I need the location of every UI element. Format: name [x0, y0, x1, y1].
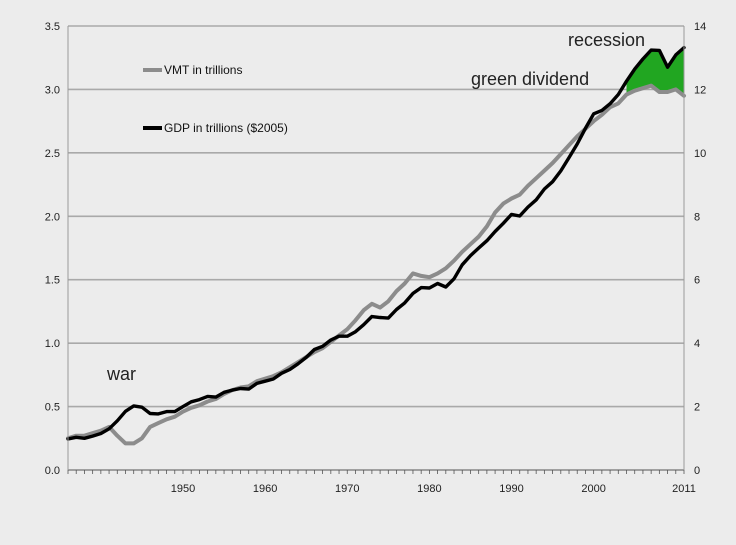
gridlines — [68, 25, 684, 470]
x-tick-label: 1980 — [417, 483, 441, 495]
y2-tick-label: 10 — [694, 148, 706, 160]
annotations: war green dividend recession — [106, 30, 645, 384]
plot-area — [68, 26, 684, 470]
y-tick-label: 2.5 — [45, 148, 60, 160]
x-tick-label: 2000 — [581, 483, 605, 495]
y2-tick-label: 6 — [694, 275, 700, 287]
legend-label-gdp: GDP in trillions ($2005) — [164, 121, 288, 135]
y-tick-label: 2.0 — [45, 211, 60, 223]
y-tick-label: 3.0 — [45, 84, 60, 96]
y2-tick-label: 4 — [694, 338, 700, 350]
green-dividend-area — [626, 47, 684, 96]
legend: VMT in trillions GDP in trillions ($2005… — [143, 63, 288, 135]
x-tick-label: 1970 — [335, 483, 359, 495]
axes: 0.0 0.5 1.0 1.5 2.0 2.5 3.0 3.5 0 2 4 6 8 10 12 14 1950 1… — [45, 21, 707, 495]
y2-tick-label: 0 — [694, 465, 700, 477]
y-tick-label: 3.5 — [45, 21, 60, 33]
x-tick-label: 1960 — [253, 483, 277, 495]
y-tick-label: 0.5 — [45, 402, 60, 414]
y2-tick-label: 2 — [694, 402, 700, 414]
annotation-green-dividend: green dividend — [471, 69, 589, 89]
y2-tick-label: 14 — [694, 21, 706, 33]
y-tick-label: 1.0 — [45, 338, 60, 350]
x-tick-label: 2011 — [672, 483, 696, 495]
green-dividend-area-layer — [626, 47, 684, 96]
x-tick-label: 1990 — [499, 483, 523, 495]
y2-tick-label: 12 — [694, 84, 706, 96]
y-tick-label: 1.5 — [45, 275, 60, 287]
x-tick-label: 1950 — [171, 483, 195, 495]
series-lines — [66, 45, 686, 446]
legend-label-vmt: VMT in trillions — [164, 63, 242, 77]
series-line-gdp — [66, 45, 686, 441]
y2-tick-label: 8 — [694, 211, 700, 223]
annotation-war: war — [106, 364, 136, 384]
annotation-recession: recession — [568, 30, 645, 50]
y-tick-label: 0.0 — [45, 465, 60, 477]
